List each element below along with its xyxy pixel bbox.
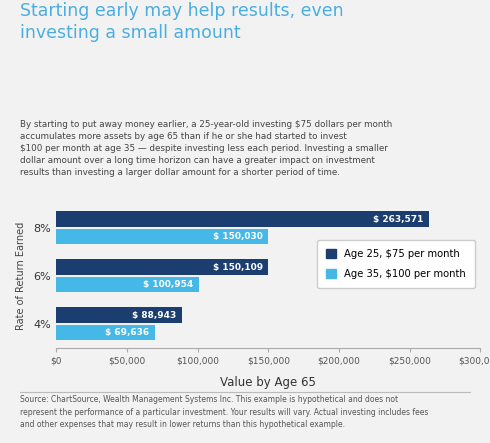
Text: $ 100,954: $ 100,954 xyxy=(143,280,194,289)
Text: $ 263,571: $ 263,571 xyxy=(373,215,423,224)
Text: $ 150,109: $ 150,109 xyxy=(213,263,263,272)
Bar xyxy=(56,277,199,292)
Text: By starting to put away money earlier, a 25-year-old investing $75 dollars per m: By starting to put away money earlier, a… xyxy=(20,120,392,177)
Bar xyxy=(56,211,429,227)
Bar xyxy=(56,307,182,323)
Bar xyxy=(56,325,155,340)
Legend: Age 25, $75 per month, Age 35, $100 per month: Age 25, $75 per month, Age 35, $100 per … xyxy=(318,240,475,288)
Text: $ 69,636: $ 69,636 xyxy=(105,328,149,337)
Text: Source: ChartSource, Wealth Management Systems Inc. This example is hypothetical: Source: ChartSource, Wealth Management S… xyxy=(20,395,428,429)
Text: Starting early may help results, even
investing a small amount: Starting early may help results, even in… xyxy=(20,2,343,42)
Y-axis label: Rate of Return Earned: Rate of Return Earned xyxy=(16,222,26,330)
Bar xyxy=(56,260,269,275)
X-axis label: Value by Age 65: Value by Age 65 xyxy=(220,376,316,389)
Text: $ 88,943: $ 88,943 xyxy=(132,311,176,319)
Text: $ 150,030: $ 150,030 xyxy=(213,232,263,241)
Bar xyxy=(56,229,269,244)
